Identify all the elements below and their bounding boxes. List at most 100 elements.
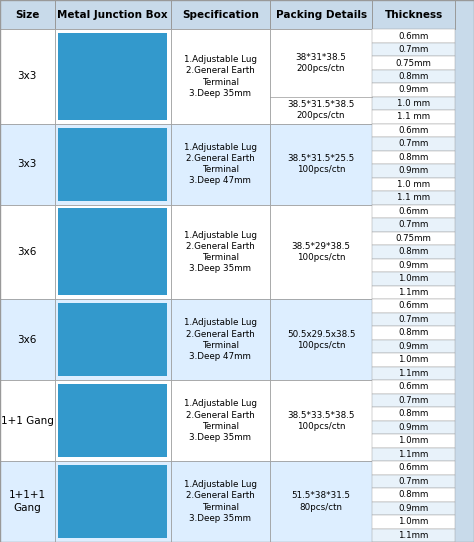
Bar — [372, 340, 455, 353]
Bar — [372, 272, 455, 286]
Bar — [58, 127, 167, 201]
Text: 38.5*31.5*38.5
200pcs/ctn: 38.5*31.5*38.5 200pcs/ctn — [287, 100, 355, 120]
Bar — [372, 326, 455, 340]
Text: 1.0mm: 1.0mm — [398, 356, 429, 364]
Text: 3x6: 3x6 — [18, 334, 37, 345]
Text: 1.0mm: 1.0mm — [398, 436, 429, 446]
Text: 0.7mm: 0.7mm — [398, 139, 429, 149]
Text: 1.0mm: 1.0mm — [398, 274, 429, 283]
Bar — [55, 0, 171, 29]
Bar — [372, 299, 455, 313]
Text: 1.1mm: 1.1mm — [398, 288, 429, 297]
Bar — [171, 205, 270, 299]
Bar — [372, 96, 455, 110]
Text: 1.1mm: 1.1mm — [398, 450, 429, 459]
Text: 0.9mm: 0.9mm — [399, 423, 428, 432]
Bar — [55, 299, 171, 380]
Bar — [372, 501, 455, 515]
Text: 1.0 mm: 1.0 mm — [397, 180, 430, 189]
Text: Metal Junction Box: Metal Junction Box — [57, 10, 168, 20]
Bar — [372, 421, 455, 434]
Text: 1+1+1
Gang: 1+1+1 Gang — [9, 491, 46, 513]
Text: 1.Adjustable Lug
2.General Earth
Terminal
3.Deep 35mm: 1.Adjustable Lug 2.General Earth Termina… — [184, 399, 257, 442]
Text: 0.7mm: 0.7mm — [398, 315, 429, 324]
Bar — [372, 313, 455, 326]
Bar — [372, 488, 455, 501]
Bar — [0, 380, 55, 461]
Text: 0.9mm: 0.9mm — [399, 504, 428, 513]
Text: Specification: Specification — [182, 10, 259, 20]
Bar — [372, 110, 455, 124]
Bar — [55, 205, 171, 299]
Text: 38.5*31.5*25.5
100pcs/ctn: 38.5*31.5*25.5 100pcs/ctn — [288, 154, 355, 174]
Text: 0.7mm: 0.7mm — [398, 477, 429, 486]
Text: 0.6mm: 0.6mm — [398, 382, 429, 391]
Bar — [372, 137, 455, 151]
Bar — [0, 299, 55, 380]
Text: 38.5*33.5*38.5
100pcs/ctn: 38.5*33.5*38.5 100pcs/ctn — [287, 410, 355, 430]
Bar — [372, 515, 455, 528]
Bar — [372, 70, 455, 83]
Bar — [372, 407, 455, 421]
Bar — [171, 299, 270, 380]
Text: 3x3: 3x3 — [18, 72, 37, 81]
Bar — [55, 124, 171, 205]
Bar — [372, 124, 455, 137]
Bar — [372, 380, 455, 393]
Bar — [372, 366, 455, 380]
Text: 1.0mm: 1.0mm — [398, 517, 429, 526]
Text: 38*31*38.5
200pcs/ctn: 38*31*38.5 200pcs/ctn — [296, 53, 346, 73]
Bar — [372, 475, 455, 488]
Text: 1.0 mm: 1.0 mm — [397, 99, 430, 108]
Bar — [58, 465, 167, 538]
Bar — [171, 0, 270, 29]
Bar — [270, 0, 372, 29]
Bar — [372, 448, 455, 461]
Text: 0.8mm: 0.8mm — [398, 247, 429, 256]
Text: 0.8mm: 0.8mm — [398, 153, 429, 162]
Bar — [372, 259, 455, 272]
Bar — [270, 380, 372, 461]
Text: 1.Adjustable Lug
2.General Earth
Terminal
3.Deep 35mm: 1.Adjustable Lug 2.General Earth Termina… — [184, 55, 257, 98]
Bar — [372, 29, 455, 43]
Text: 0.8mm: 0.8mm — [398, 328, 429, 337]
Bar — [0, 461, 55, 542]
Bar — [171, 461, 270, 542]
Bar — [0, 29, 55, 124]
Text: 1.1 mm: 1.1 mm — [397, 193, 430, 202]
Bar — [372, 83, 455, 96]
Text: 1.1mm: 1.1mm — [398, 531, 429, 540]
Bar — [270, 29, 372, 124]
Bar — [270, 124, 372, 205]
Bar — [372, 353, 455, 366]
Bar — [372, 231, 455, 245]
Bar — [58, 303, 167, 376]
Text: 1.1 mm: 1.1 mm — [397, 113, 430, 121]
Text: 1.1mm: 1.1mm — [398, 369, 429, 378]
Text: 1.Adjustable Lug
2.General Earth
Terminal
3.Deep 35mm: 1.Adjustable Lug 2.General Earth Termina… — [184, 480, 257, 522]
Bar — [372, 43, 455, 56]
Text: 1.Adjustable Lug
2.General Earth
Terminal
3.Deep 47mm: 1.Adjustable Lug 2.General Earth Termina… — [184, 143, 257, 185]
Bar — [58, 384, 167, 457]
Text: Thickness: Thickness — [384, 10, 443, 20]
Bar — [372, 191, 455, 205]
Text: 0.7mm: 0.7mm — [398, 45, 429, 54]
Text: 1.Adjustable Lug
2.General Earth
Terminal
3.Deep 47mm: 1.Adjustable Lug 2.General Earth Termina… — [184, 319, 257, 361]
Bar — [372, 205, 455, 218]
Text: 1.Adjustable Lug
2.General Earth
Terminal
3.Deep 35mm: 1.Adjustable Lug 2.General Earth Termina… — [184, 231, 257, 273]
Bar — [0, 205, 55, 299]
Text: 0.7mm: 0.7mm — [398, 396, 429, 405]
Bar — [372, 151, 455, 164]
Text: 3x3: 3x3 — [18, 159, 37, 169]
Bar — [55, 461, 171, 542]
Text: 50.5x29.5x38.5
100pcs/ctn: 50.5x29.5x38.5 100pcs/ctn — [287, 330, 356, 350]
Text: 0.7mm: 0.7mm — [398, 221, 429, 229]
Bar — [372, 0, 455, 29]
Text: 0.6mm: 0.6mm — [398, 31, 429, 41]
Bar — [0, 0, 55, 29]
Bar — [270, 205, 372, 299]
Text: 0.75mm: 0.75mm — [396, 59, 431, 68]
Text: 0.9mm: 0.9mm — [399, 166, 428, 176]
Bar — [171, 380, 270, 461]
Text: 0.9mm: 0.9mm — [399, 86, 428, 94]
